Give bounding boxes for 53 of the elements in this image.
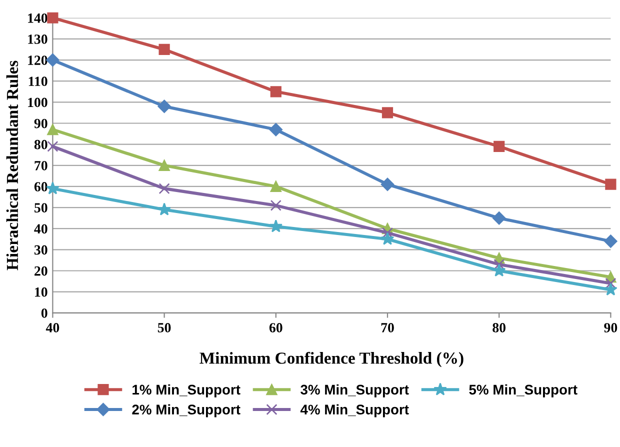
y-tick-label: 140 [28,13,48,23]
point [158,202,171,216]
y-tick-label: 70 [34,160,48,170]
y-tick-label: 0 [41,308,48,318]
point [605,278,616,289]
point [382,107,394,118]
legend-label: 5% Min_Support [469,384,578,398]
y-tick-label: 20 [34,266,48,276]
point [492,211,506,225]
point [270,180,282,192]
legend-label: 1% Min_Support [132,384,240,398]
x-tick-label: 60 [269,323,282,332]
point [494,258,505,270]
point [158,183,170,194]
y-tick-label: 80 [34,140,48,150]
point [380,178,394,191]
y-tick-label: 110 [28,76,48,86]
legend-label: 4% Min_Support [300,404,409,418]
x-tick-label: 80 [492,323,506,332]
point [47,140,58,152]
y-tick-label: 40 [34,224,48,234]
point [47,12,58,24]
point [270,200,282,211]
y-tick-label: 60 [34,182,48,192]
point [604,234,618,248]
x-tick-label: 70 [381,323,394,332]
y-tick-label: 120 [28,56,48,65]
y-tick-label: 130 [28,34,48,44]
x-tick-label: 90 [604,323,618,332]
point [46,182,60,194]
point [494,140,505,152]
point [269,122,282,136]
y-tick-label: 10 [35,287,48,297]
y-tick-label: 50 [34,203,48,212]
point [380,232,394,245]
point [158,160,170,171]
point [270,86,282,98]
legend-label: 2% Min_Support [132,404,240,418]
y-tick-label: 30 [34,245,48,255]
point [158,44,170,56]
point [158,100,171,113]
y-axis-title: Hierachical Redundant Rules [6,60,18,270]
x-tick-label: 50 [158,323,171,332]
point [46,53,60,67]
y-tick-label: 100 [28,98,48,108]
legend-label: 3% Min_Support [300,384,409,398]
point [604,282,618,296]
x-tick-label: 40 [46,323,60,332]
y-tick-label: 90 [34,118,48,128]
point [605,178,616,190]
point [47,124,58,136]
point [269,220,283,232]
x-axis-title: Minimum Confidence Threshold (%) [200,352,464,368]
